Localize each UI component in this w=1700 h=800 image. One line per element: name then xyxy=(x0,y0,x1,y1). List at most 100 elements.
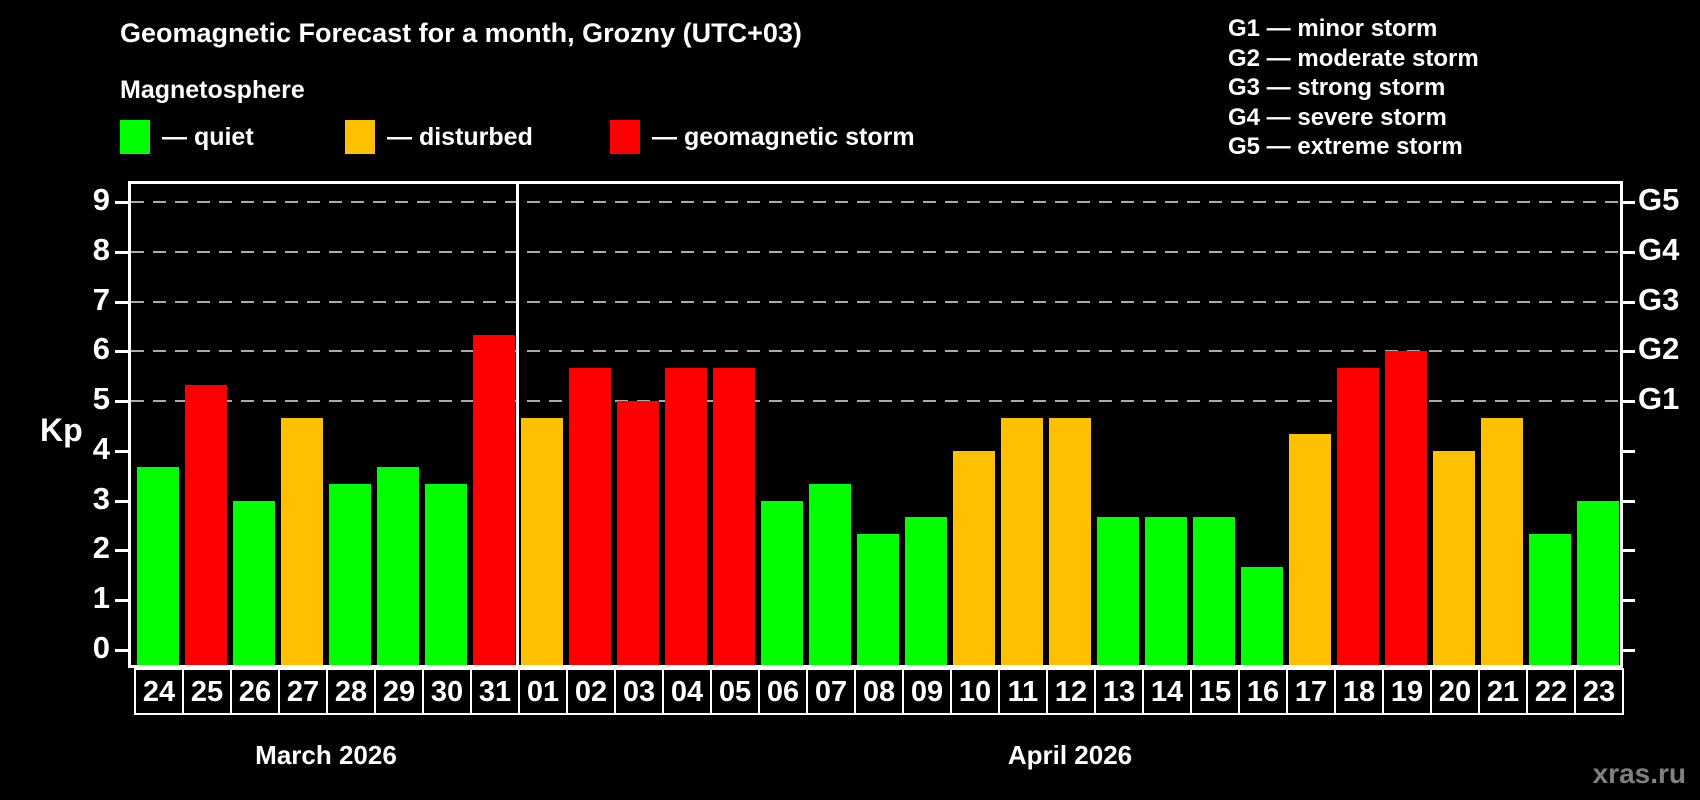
legend-label-quiet: — quiet xyxy=(162,122,254,151)
kp-bar-day-18 xyxy=(1337,367,1379,665)
kp-bar-day-10 xyxy=(953,450,995,665)
day-label-cell-03: 03 xyxy=(614,668,664,715)
right-axis-label-g3: G3 xyxy=(1638,281,1680,317)
storm-scale-line-g3: G3 — strong storm xyxy=(1228,74,1446,101)
month-separator xyxy=(516,184,519,665)
kp-bar-day-24 xyxy=(137,467,179,665)
gridline-kp8 xyxy=(131,250,1620,253)
day-label-cell-30: 30 xyxy=(422,668,472,715)
y-axis-label-7: 7 xyxy=(92,281,110,317)
kp-bar-day-21 xyxy=(1481,417,1523,665)
day-label-cell-24: 24 xyxy=(134,668,184,715)
day-label-cell-26: 26 xyxy=(230,668,280,715)
y-axis-label-3: 3 xyxy=(92,480,110,516)
kp-bar-day-19 xyxy=(1385,351,1427,665)
right-axis-tick-4 xyxy=(1622,449,1635,453)
magnetosphere-label: Magnetosphere xyxy=(120,76,305,104)
kp-bar-day-03 xyxy=(617,401,659,665)
day-label-cell-25: 25 xyxy=(182,668,232,715)
legend-label-disturbed: — disturbed xyxy=(387,122,533,151)
month-label-april: April 2026 xyxy=(1007,740,1133,770)
kp-bar-day-04 xyxy=(665,367,707,665)
watermark: xras.ru xyxy=(1592,758,1686,789)
y-axis-label-9: 9 xyxy=(92,181,110,217)
storm-scale-line-g4: G4 — severe storm xyxy=(1228,103,1447,131)
day-label-cell-01: 01 xyxy=(518,668,568,715)
day-label-cell-27: 27 xyxy=(278,668,328,715)
right-axis-tick-7 xyxy=(1622,300,1635,304)
kp-bar-day-05 xyxy=(713,367,755,665)
kp-bar-day-11 xyxy=(1001,417,1043,665)
kp-bar-day-12 xyxy=(1049,417,1091,665)
y-axis-tick-3 xyxy=(115,499,128,503)
day-label-cell-28: 28 xyxy=(326,668,376,715)
kp-bar-day-08 xyxy=(857,534,899,665)
day-label-cell-10: 10 xyxy=(950,668,1000,715)
day-label-cell-22: 22 xyxy=(1526,668,1576,715)
day-label-cell-11: 11 xyxy=(998,668,1048,715)
kp-axis-label: Kp xyxy=(40,412,83,448)
right-axis-tick-3 xyxy=(1622,499,1635,503)
y-axis-tick-7 xyxy=(115,300,128,304)
day-label-cell-06: 06 xyxy=(758,668,808,715)
storm-scale-line-g1: G1 — minor storm xyxy=(1228,15,1438,42)
day-label-cell-08: 08 xyxy=(854,668,904,715)
day-label-cell-16: 16 xyxy=(1238,668,1288,715)
day-label-cell-14: 14 xyxy=(1142,668,1192,715)
kp-bar-day-26 xyxy=(233,500,275,665)
kp-bar-day-01 xyxy=(521,417,563,665)
day-label-cell-20: 20 xyxy=(1430,668,1480,715)
kp-bar-day-23 xyxy=(1577,500,1619,665)
day-label-cell-23: 23 xyxy=(1574,668,1624,715)
legend-item-disturbed: — disturbed xyxy=(345,119,533,155)
right-axis-tick-8 xyxy=(1622,250,1635,254)
gridline-kp6 xyxy=(131,350,1620,353)
legend-label-storm: — geomagnetic storm xyxy=(652,122,915,151)
disturbed-swatch-icon xyxy=(345,120,375,154)
kp-bar-day-06 xyxy=(761,500,803,665)
y-axis-tick-8 xyxy=(115,250,128,254)
y-axis-label-4: 4 xyxy=(92,430,110,466)
right-axis-label-g4: G4 xyxy=(1638,231,1680,267)
plot-area xyxy=(128,181,1623,668)
kp-bar-day-27 xyxy=(281,417,323,665)
y-axis-label-2: 2 xyxy=(92,530,110,566)
storm-scale-line-g5: G5 — extreme storm xyxy=(1228,133,1463,160)
kp-bar-day-17 xyxy=(1289,434,1331,665)
kp-bar-day-14 xyxy=(1145,517,1187,665)
kp-bar-day-31 xyxy=(473,334,515,665)
kp-bar-day-09 xyxy=(905,517,947,665)
right-axis-label-g2: G2 xyxy=(1638,331,1680,367)
quiet-swatch-icon xyxy=(120,120,150,154)
kp-bar-day-22 xyxy=(1529,534,1571,665)
right-axis-label-g1: G1 xyxy=(1638,381,1680,417)
storm-scale-legend: G1 — minor storm G2 — moderate storm G3 — … xyxy=(1228,14,1479,162)
day-label-cell-04: 04 xyxy=(662,668,712,715)
right-axis-tick-6 xyxy=(1622,350,1635,354)
y-axis-tick-2 xyxy=(115,549,128,553)
day-label-cell-29: 29 xyxy=(374,668,424,715)
storm-swatch-icon xyxy=(610,120,640,154)
gridline-kp5 xyxy=(131,400,1620,403)
day-label-cell-13: 13 xyxy=(1094,668,1144,715)
right-axis-tick-2 xyxy=(1622,549,1635,553)
kp-bar-day-15 xyxy=(1193,517,1235,665)
storm-scale-line-g2: G2 — moderate storm xyxy=(1228,44,1479,72)
kp-bar-day-30 xyxy=(425,484,467,665)
kp-bar-day-20 xyxy=(1433,450,1475,665)
kp-bar-day-16 xyxy=(1241,566,1283,665)
y-axis-tick-9 xyxy=(115,200,128,204)
right-axis-tick-5 xyxy=(1622,400,1635,404)
y-axis-label-1: 1 xyxy=(92,580,110,616)
y-axis-tick-6 xyxy=(115,350,128,354)
day-label-cell-19: 19 xyxy=(1382,668,1432,715)
right-axis-tick-1 xyxy=(1622,599,1635,603)
kp-bar-day-02 xyxy=(569,367,611,665)
y-axis-label-5: 5 xyxy=(92,381,110,417)
y-axis-tick-1 xyxy=(115,599,128,603)
day-label-cell-31: 31 xyxy=(470,668,520,715)
day-label-cell-07: 07 xyxy=(806,668,856,715)
gridline-kp7 xyxy=(131,300,1620,303)
day-label-cell-12: 12 xyxy=(1046,668,1096,715)
